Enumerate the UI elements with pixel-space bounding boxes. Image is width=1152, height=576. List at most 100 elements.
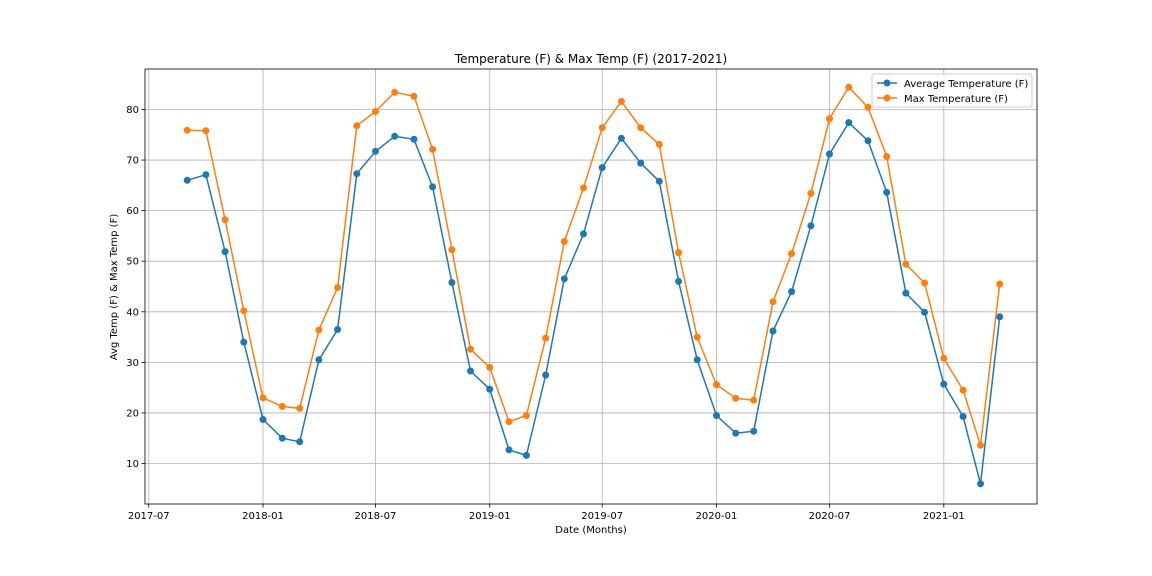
y-axis: 10 20 30 40 50 60 70 80 bbox=[126, 105, 145, 470]
data-point bbox=[183, 176, 191, 184]
grid bbox=[145, 69, 1037, 504]
legend-marker-max bbox=[883, 94, 891, 102]
legend-label-max: Max Temperature (F) bbox=[904, 94, 1008, 105]
data-point bbox=[296, 404, 304, 412]
x-tick-label: 2021-01 bbox=[923, 511, 965, 522]
data-point bbox=[864, 103, 872, 111]
data-point bbox=[617, 134, 625, 142]
legend-marker-avg bbox=[883, 79, 891, 87]
data-point bbox=[713, 412, 720, 419]
data-point bbox=[391, 88, 399, 96]
data-point bbox=[788, 250, 796, 258]
data-point bbox=[448, 279, 456, 286]
data-point bbox=[977, 480, 984, 488]
series-line bbox=[186, 121, 1001, 484]
data-point bbox=[505, 446, 513, 454]
data-point bbox=[296, 438, 304, 446]
data-point bbox=[637, 159, 645, 167]
data-point bbox=[902, 289, 910, 297]
data-point bbox=[921, 308, 929, 316]
data-point bbox=[750, 427, 758, 435]
data-point bbox=[221, 248, 229, 256]
data-point bbox=[560, 275, 568, 283]
data-point bbox=[940, 380, 948, 388]
data-point bbox=[883, 153, 891, 160]
data-point bbox=[486, 385, 494, 393]
legend: Average Temperature (F) Max Temperature … bbox=[871, 73, 1033, 108]
data-point bbox=[788, 288, 796, 296]
data-point bbox=[637, 124, 645, 132]
series-layer bbox=[183, 83, 1004, 488]
y-tick-label: 30 bbox=[126, 358, 139, 369]
data-point bbox=[693, 356, 701, 364]
data-point bbox=[353, 122, 361, 130]
series-line bbox=[187, 85, 1001, 446]
data-point bbox=[977, 441, 984, 449]
data-point bbox=[202, 171, 210, 179]
data-point bbox=[732, 394, 740, 402]
y-tick-label: 20 bbox=[126, 408, 139, 419]
data-point bbox=[750, 396, 758, 404]
data-point bbox=[580, 184, 587, 192]
data-point bbox=[429, 183, 437, 191]
data-point bbox=[807, 222, 815, 230]
data-point bbox=[372, 108, 379, 115]
data-point bbox=[259, 394, 267, 402]
chart-title: Temperature (F) & Max Temp (F) (2017-202… bbox=[454, 52, 727, 66]
data-point bbox=[505, 418, 513, 426]
data-point bbox=[522, 412, 530, 419]
data-point bbox=[410, 135, 418, 143]
data-point bbox=[959, 386, 967, 394]
x-axis: 2017-07 2018-01 2018-07 2019-01 2019-07 2020-… bbox=[128, 504, 965, 522]
data-point bbox=[542, 371, 550, 379]
data-point bbox=[598, 164, 606, 172]
data-point bbox=[486, 363, 494, 371]
data-point bbox=[240, 307, 248, 315]
y-tick-label: 70 bbox=[126, 156, 139, 167]
x-tick-label: 2017-07 bbox=[128, 511, 170, 522]
data-point bbox=[315, 326, 323, 334]
x-tick-label: 2019-07 bbox=[581, 511, 623, 522]
data-point bbox=[883, 188, 891, 196]
data-point bbox=[807, 189, 815, 197]
data-point bbox=[560, 238, 568, 245]
x-tick-label: 2019-01 bbox=[469, 511, 511, 522]
data-point bbox=[353, 170, 361, 178]
data-point bbox=[713, 381, 720, 389]
y-tick-label: 40 bbox=[126, 307, 139, 318]
legend-frame bbox=[871, 73, 1033, 108]
plot-frame bbox=[144, 68, 1038, 505]
data-point bbox=[655, 140, 663, 148]
data-point bbox=[334, 284, 342, 291]
data-point bbox=[522, 451, 530, 459]
data-point bbox=[467, 345, 474, 353]
series-max-temperature bbox=[183, 83, 1004, 449]
x-tick-label: 2018-07 bbox=[355, 511, 397, 522]
data-point bbox=[769, 327, 777, 335]
data-point bbox=[183, 126, 191, 134]
y-tick-label: 60 bbox=[126, 206, 139, 217]
data-point bbox=[617, 97, 625, 105]
data-point bbox=[940, 354, 948, 362]
data-point bbox=[278, 402, 286, 410]
data-point bbox=[826, 150, 833, 158]
legend-label-avg: Average Temperature (F) bbox=[904, 79, 1028, 90]
data-point bbox=[240, 338, 248, 346]
x-tick-label: 2020-01 bbox=[696, 511, 738, 522]
data-point bbox=[259, 416, 267, 423]
data-point bbox=[826, 115, 833, 123]
x-tick-label: 2020-07 bbox=[809, 511, 851, 522]
data-point bbox=[598, 124, 606, 132]
data-point bbox=[675, 249, 683, 257]
data-point bbox=[845, 83, 853, 91]
data-point bbox=[864, 137, 872, 145]
data-point bbox=[655, 177, 663, 185]
data-point bbox=[542, 334, 550, 342]
series-average-temperature bbox=[183, 119, 1004, 488]
data-point bbox=[410, 92, 418, 100]
data-point bbox=[429, 145, 437, 153]
data-point bbox=[769, 298, 777, 306]
data-point bbox=[675, 277, 683, 285]
data-point bbox=[693, 333, 701, 341]
data-point bbox=[732, 429, 740, 437]
